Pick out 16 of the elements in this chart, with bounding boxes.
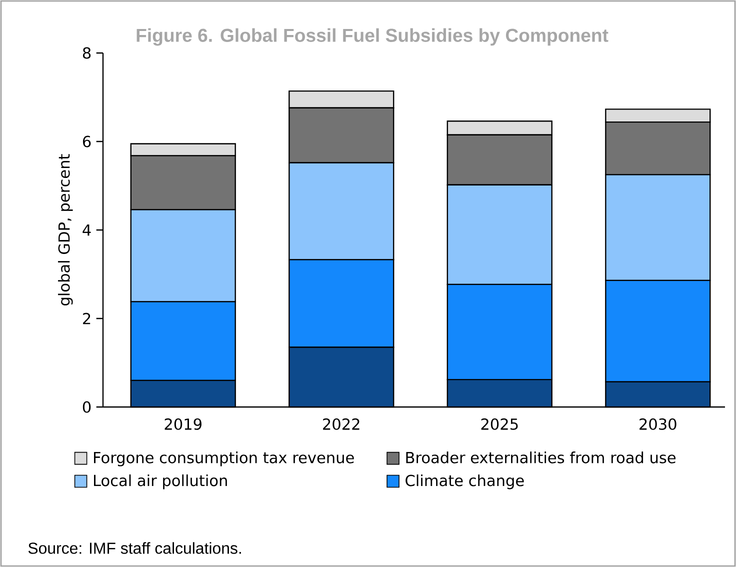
source-note: Source: IMF staff calculations. bbox=[28, 542, 241, 554]
y-axis-title: global GDP, percent bbox=[58, 154, 73, 306]
y-tick-label: 0 bbox=[82, 401, 91, 413]
chart-title: Figure 6. Global Fossil Fuel Subsidies by Component bbox=[136, 28, 608, 46]
legend-label: Climate change bbox=[406, 474, 524, 490]
x-tick-label: 2022 bbox=[323, 418, 360, 430]
y-tick-label: 8 bbox=[82, 47, 91, 59]
y-tick-label: 2 bbox=[83, 312, 90, 324]
legend-label: Forgone consumption tax revenue bbox=[94, 452, 354, 466]
x-tick-label: 2019 bbox=[164, 418, 202, 430]
y-tick-label: 6 bbox=[82, 136, 91, 148]
x-tick-label: 2030 bbox=[640, 418, 676, 430]
legend-label: Local air pollution bbox=[94, 474, 227, 490]
y-tick-label: 4 bbox=[82, 224, 91, 236]
legend-label: Broader externalities from road use bbox=[406, 452, 676, 464]
x-tick-label: 2025 bbox=[481, 418, 518, 430]
